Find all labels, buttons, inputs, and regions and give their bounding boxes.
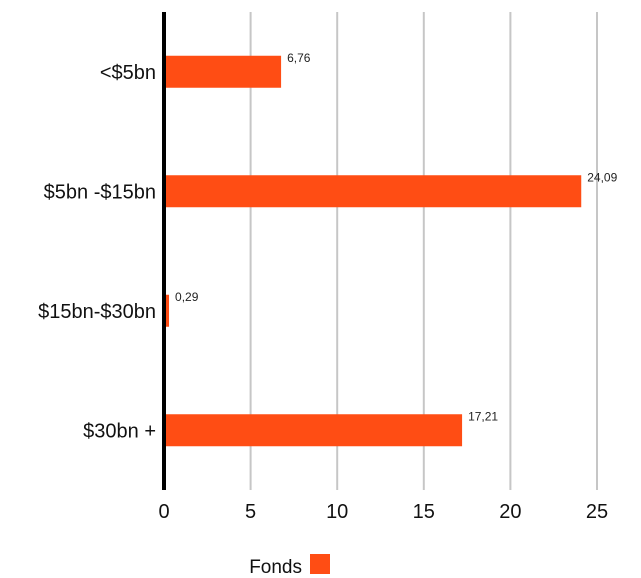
bar[interactable] [164,55,282,88]
x-tick-label: 5 [245,501,256,523]
legend-swatch [310,554,330,574]
data-label: 24,09 [587,170,617,184]
x-tick-label: 25 [586,501,608,523]
category-label: $30bn + [83,420,156,442]
category-label: $15bn-$30bn [38,301,156,323]
data-label: 0,29 [175,290,199,304]
x-tick-label: 0 [158,501,169,523]
labels: 0 5 10 15 20 25 <$5bn 6,76 $5bn -$15bn 24,09 $15bn… [38,51,617,523]
x-tick-label: 20 [499,501,521,523]
legend: Fonds [249,554,330,578]
x-tick-label: 15 [413,501,435,523]
category-label: <$5bn [100,62,156,84]
bar[interactable] [164,294,170,327]
bar[interactable] [164,414,463,447]
category-label: $5bn -$15bn [44,181,156,203]
grid-lines [249,12,598,490]
legend-label: Fonds [249,557,302,578]
data-label: 6,76 [287,51,311,65]
x-tick-label: 10 [326,501,348,523]
data-label: 17,21 [468,409,498,423]
bar[interactable] [164,175,582,208]
bars [164,55,582,447]
